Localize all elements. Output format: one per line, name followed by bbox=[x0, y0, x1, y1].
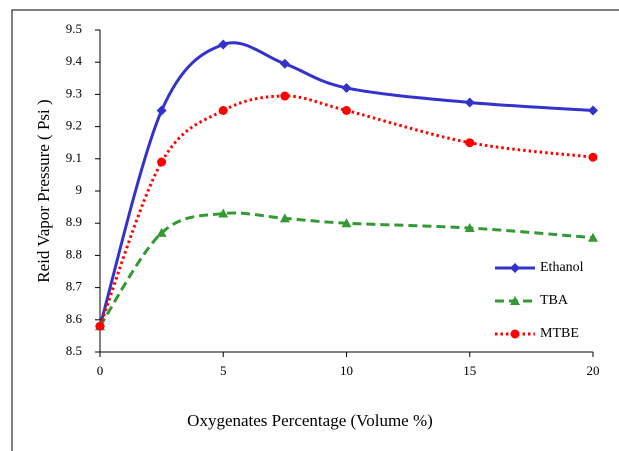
x-tick-label: 0 bbox=[97, 363, 104, 378]
marker-triangle bbox=[279, 213, 290, 223]
marker-diamond bbox=[279, 58, 290, 69]
y-tick-label: 8.5 bbox=[66, 343, 82, 358]
marker-circle bbox=[465, 138, 475, 148]
y-tick-label: 9.1 bbox=[66, 150, 82, 165]
marker-triangle bbox=[156, 227, 167, 237]
y-tick-label: 9.5 bbox=[66, 21, 82, 36]
marker-circle bbox=[588, 152, 598, 162]
y-tick-label: 9.3 bbox=[66, 85, 82, 100]
marker-diamond bbox=[218, 39, 229, 50]
y-tick-label: 8.6 bbox=[66, 311, 83, 326]
marker-circle bbox=[95, 321, 105, 331]
y-tick-label: 9.2 bbox=[66, 118, 82, 133]
y-tick-label: 9.4 bbox=[66, 53, 83, 68]
y-tick-label: 8.9 bbox=[66, 214, 82, 229]
y-tick-label: 9 bbox=[76, 182, 83, 197]
x-tick-label: 20 bbox=[587, 363, 600, 378]
x-tick-label: 15 bbox=[463, 363, 476, 378]
marker-circle bbox=[280, 91, 290, 101]
marker-triangle bbox=[341, 218, 352, 228]
marker-triangle bbox=[588, 232, 598, 242]
y-tick-label: 8.8 bbox=[66, 246, 82, 261]
x-tick-label: 10 bbox=[340, 363, 353, 378]
legend-marker bbox=[510, 263, 520, 273]
x-tick-label: 5 bbox=[220, 363, 227, 378]
marker-circle bbox=[157, 157, 167, 167]
chart-frame bbox=[11, 9, 619, 451]
y-tick-label: 8.7 bbox=[66, 279, 83, 294]
legend-label: Ethanol bbox=[540, 260, 584, 275]
legend-label: MTBE bbox=[540, 326, 579, 341]
x-axis-title: Oxygenates Percentage (Volume %) bbox=[187, 411, 433, 430]
marker-diamond bbox=[588, 105, 598, 116]
marker-diamond bbox=[341, 82, 352, 93]
series-line bbox=[98, 94, 594, 327]
legend-marker bbox=[510, 296, 520, 305]
marker-diamond bbox=[464, 97, 475, 108]
marker-triangle bbox=[464, 223, 475, 233]
marker-triangle bbox=[218, 208, 229, 218]
marker-circle bbox=[218, 106, 228, 115]
legend-marker bbox=[510, 329, 520, 339]
series-line bbox=[98, 211, 594, 328]
legend-label: TBA bbox=[540, 293, 569, 308]
marker-circle bbox=[342, 106, 351, 115]
y-axis-title: Reid Vapor Pressure ( Psi ) bbox=[34, 99, 53, 282]
marker-diamond bbox=[156, 105, 167, 116]
